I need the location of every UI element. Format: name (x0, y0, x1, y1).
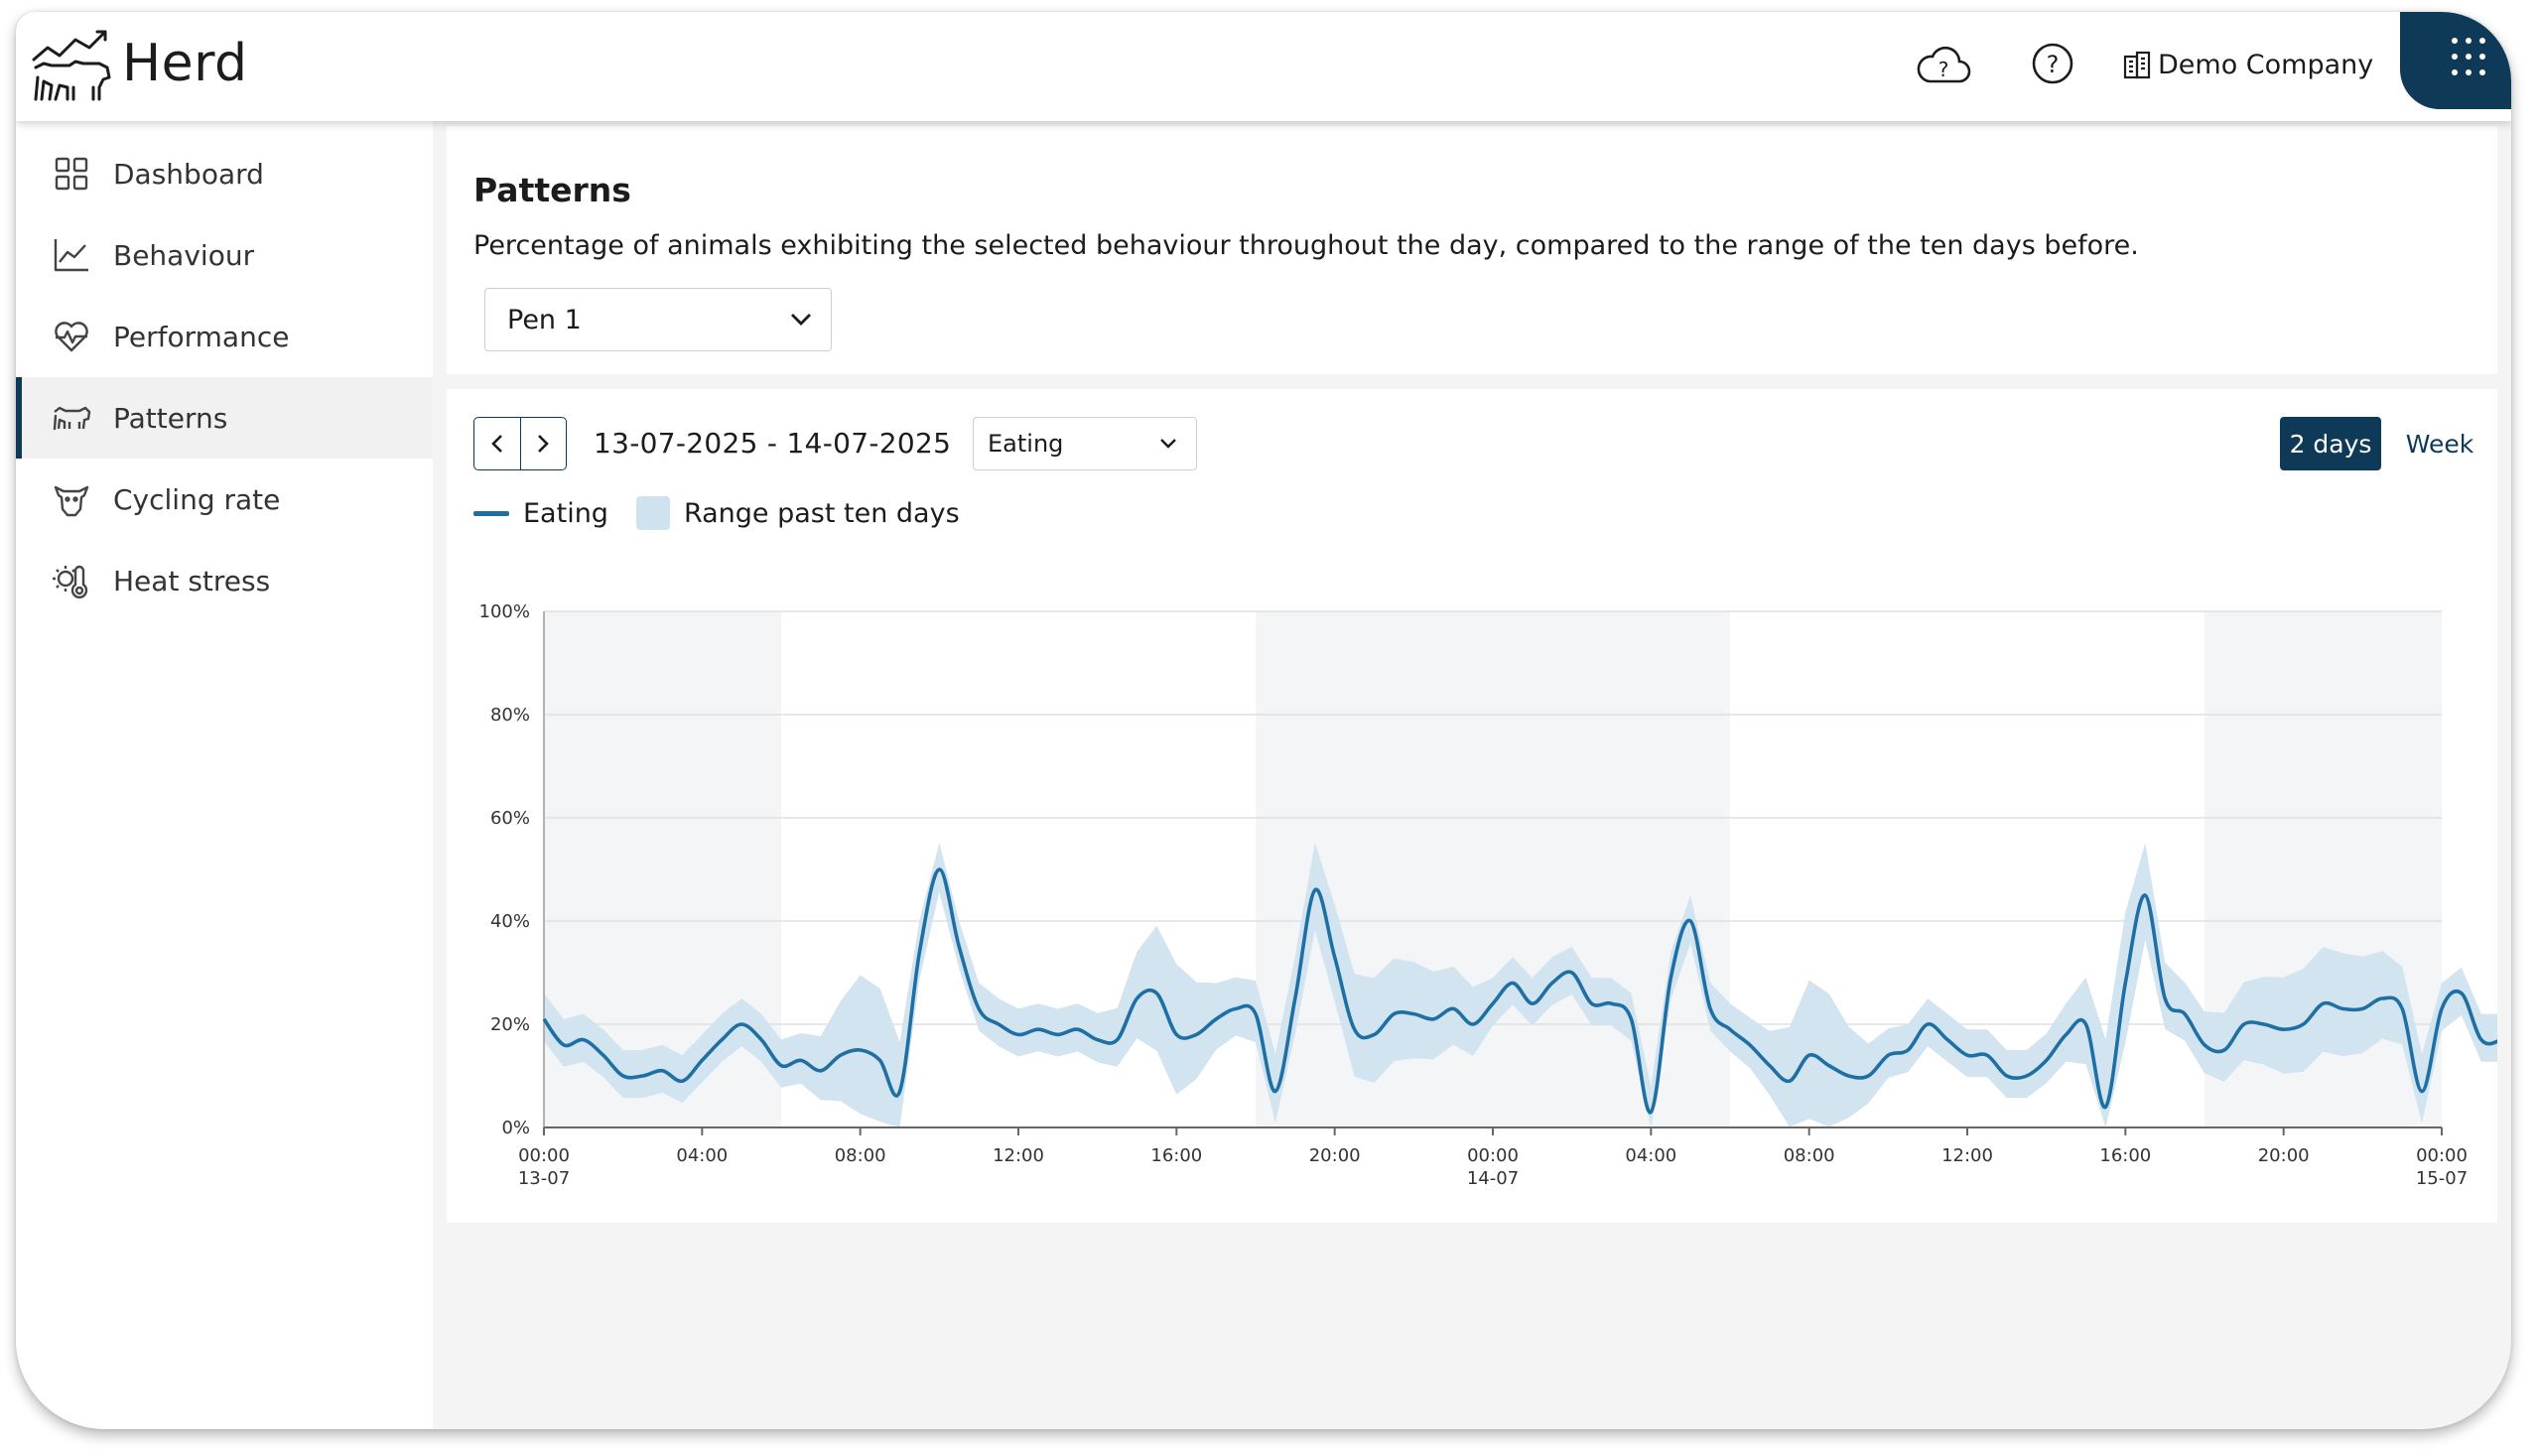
pen-select-value: Pen 1 (507, 304, 582, 335)
sidebar-item-heat-stress[interactable]: Heat stress (16, 540, 433, 621)
x-tick-label: 08:00 (1784, 1145, 1835, 1166)
grid-icon (55, 157, 88, 191)
sidebar-item-label: Cycling rate (113, 482, 281, 516)
sidebar-item-label: Heat stress (113, 564, 271, 597)
top-bar: Herd ? ? Demo Company (16, 12, 2511, 121)
company-name: Demo Company (2158, 50, 2374, 80)
apps-grid-icon (2452, 38, 2491, 77)
sidebar-item-label: Patterns (113, 401, 228, 435)
x-tick-date-label: 15-07 (2416, 1168, 2468, 1189)
y-tick-label: 60% (490, 808, 530, 829)
sidebar-item-dashboard[interactable]: Dashboard (16, 133, 433, 214)
apps-menu-button[interactable] (2400, 12, 2511, 109)
x-tick-label: 20:00 (2258, 1145, 2310, 1166)
range-band (544, 843, 2497, 1127)
page-description: Percentage of animals exhibiting the sel… (473, 230, 2139, 261)
chevron-right-icon (538, 435, 550, 453)
chevron-left-icon (490, 435, 502, 453)
period-week-button[interactable]: Week (2405, 429, 2474, 459)
chevron-down-icon (1160, 439, 1176, 449)
x-tick-label: 00:00 (518, 1145, 570, 1166)
legend-range-label: Range past ten days (683, 497, 960, 529)
app-window: Herd ? ? Demo Company Dashboard (16, 12, 2511, 1429)
y-tick-label: 20% (490, 1014, 530, 1035)
x-tick-label: 00:00 (2416, 1145, 2468, 1166)
patterns-header-card: Patterns Percentage of animals exhibitin… (447, 126, 2497, 374)
thermometer-sun-icon (53, 565, 88, 598)
x-tick-date-label: 13-07 (518, 1168, 570, 1189)
x-tick-label: 12:00 (993, 1145, 1044, 1166)
cow-head-icon (54, 485, 89, 517)
y-tick-label: 40% (490, 911, 530, 932)
y-tick-label: 80% (490, 705, 530, 726)
series-line-eating (542, 867, 2497, 1115)
pen-select[interactable]: Pen 1 (484, 288, 832, 351)
legend-series-label: Eating (523, 497, 608, 529)
date-range-label: 13-07-2025 - 14-07-2025 (594, 427, 952, 460)
help-icon[interactable]: ? (2031, 42, 2074, 85)
x-tick-label: 16:00 (2099, 1145, 2151, 1166)
sidebar-item-label: Performance (113, 320, 290, 353)
company-switcher[interactable]: Demo Company (2122, 50, 2373, 80)
legend-line-swatch (473, 510, 509, 516)
y-tick-label: 0% (501, 1118, 530, 1138)
sidebar-item-cycling-rate[interactable]: Cycling rate (16, 459, 433, 540)
cow-icon (53, 406, 91, 431)
sidebar: Dashboard Behaviour Performance Patterns… (16, 121, 433, 1429)
behaviour-select[interactable]: Eating (973, 417, 1197, 470)
chart-legend: Eating Range past ten days (473, 496, 960, 530)
night-band (1256, 611, 1730, 1127)
building-icon (2123, 51, 2151, 78)
x-tick-label: 20:00 (1309, 1145, 1361, 1166)
x-tick-label: 04:00 (1625, 1145, 1676, 1166)
herd-logo-icon[interactable] (30, 26, 115, 105)
sidebar-item-patterns[interactable]: Patterns (16, 377, 433, 459)
patterns-chart-card: 13-07-2025 - 14-07-2025 Eating 2 days We… (447, 389, 2497, 1223)
x-tick-label: 00:00 (1467, 1145, 1519, 1166)
behaviour-select-value: Eating (988, 430, 1064, 458)
date-pager (473, 417, 567, 470)
svg-text:?: ? (2047, 51, 2060, 78)
sidebar-item-label: Dashboard (113, 157, 264, 191)
sidebar-item-behaviour[interactable]: Behaviour (16, 214, 433, 296)
x-tick-label: 08:00 (835, 1145, 886, 1166)
x-tick-label: 04:00 (676, 1145, 728, 1166)
line-chart-icon (54, 239, 88, 272)
brand-name: Herd (122, 34, 248, 93)
cloud-help-icon[interactable]: ? (1916, 42, 1971, 85)
period-2days-button[interactable]: 2 days (2280, 417, 2381, 470)
svg-text:?: ? (1938, 58, 1949, 81)
next-period-button[interactable] (521, 418, 567, 469)
sidebar-item-performance[interactable]: Performance (16, 296, 433, 377)
heart-pulse-icon (55, 322, 88, 352)
x-tick-label: 16:00 (1150, 1145, 1202, 1166)
previous-period-button[interactable] (474, 418, 521, 469)
legend-range-swatch (635, 496, 670, 530)
sidebar-item-label: Behaviour (113, 238, 255, 272)
chevron-down-icon (791, 314, 811, 326)
page-title: Patterns (473, 171, 631, 209)
x-tick-label: 12:00 (1941, 1145, 1993, 1166)
y-tick-label: 100% (479, 601, 530, 622)
x-tick-date-label: 14-07 (1467, 1168, 1519, 1189)
